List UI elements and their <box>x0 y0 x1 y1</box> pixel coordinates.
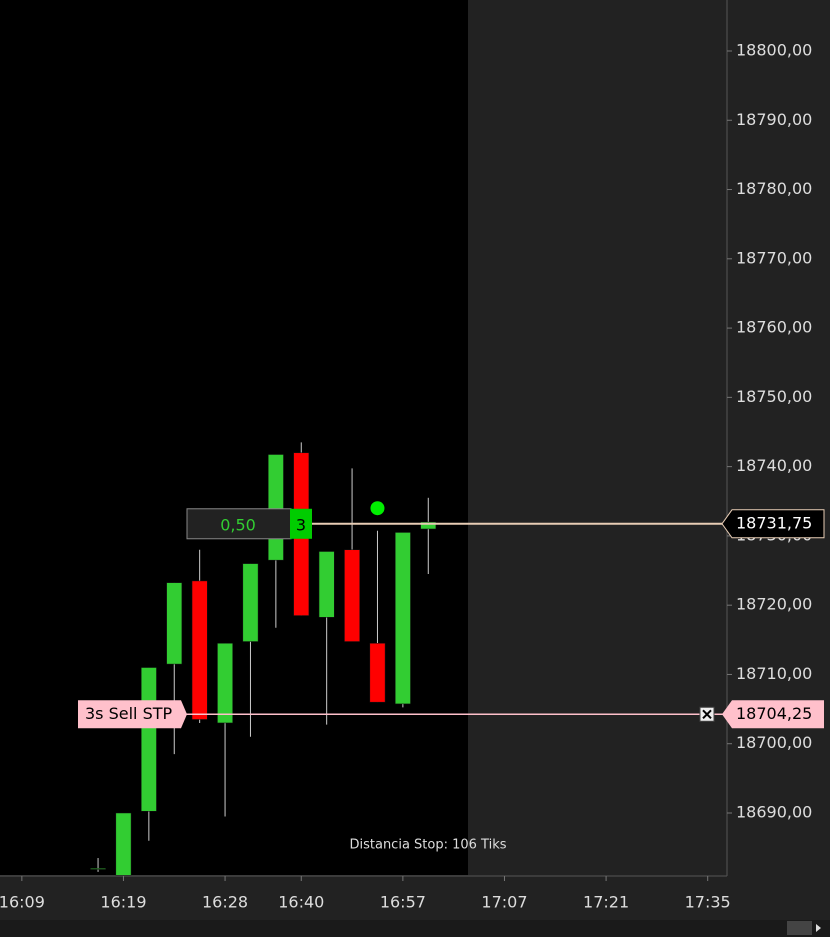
stop-tag <box>722 700 824 729</box>
quantity-label: 3 <box>296 515 306 534</box>
y-tick-label: 18780,00 <box>736 179 812 198</box>
y-tick-label: 18700,00 <box>736 733 812 752</box>
candle-body <box>191 580 208 720</box>
y-tick-label: 18790,00 <box>736 110 812 129</box>
candle-body <box>115 812 132 876</box>
stop-text: 3s Sell STP <box>85 704 173 723</box>
candle-body <box>369 643 386 703</box>
pnl-label: 0,50 <box>220 515 256 534</box>
candle-body <box>140 667 157 812</box>
y-tick-label: 18720,00 <box>736 595 812 614</box>
y-tick-label: 18800,00 <box>736 40 812 59</box>
y-tick-label: 18710,00 <box>736 664 812 683</box>
signal-dot <box>370 501 385 516</box>
pnl-box <box>186 508 292 540</box>
stop-tag-label: 18704,25 <box>736 704 812 723</box>
price-tag <box>721 509 825 539</box>
y-tick-label: 18770,00 <box>736 248 812 267</box>
annotation: Distancia Stop: 106 Tiks <box>349 838 506 853</box>
candle-body <box>395 532 411 705</box>
x-tick-label: 17:07 <box>481 893 527 912</box>
candle-body <box>420 521 437 530</box>
cancel-x <box>702 709 712 719</box>
y-tick-label: 18740,00 <box>736 456 812 475</box>
candle-body <box>90 868 106 870</box>
history-area <box>0 0 468 875</box>
scroll-thumb[interactable] <box>787 921 812 935</box>
candle-body <box>267 454 284 561</box>
x-tick-label: 17:35 <box>685 893 731 912</box>
y-tick-label: 18690,00 <box>736 802 812 821</box>
x-tick-label: 16:40 <box>278 893 324 912</box>
scrollbar[interactable] <box>0 920 830 937</box>
candle-body <box>242 563 259 642</box>
x-tick-label: 16:19 <box>100 893 146 912</box>
stop-tag-left <box>78 700 187 729</box>
x-tick-label: 16:28 <box>202 893 248 912</box>
quantity-box <box>290 508 312 539</box>
y-tick-label: 18750,00 <box>736 387 812 406</box>
price-tag-label: 18731,75 <box>736 513 812 532</box>
scroll-arrow[interactable] <box>816 924 821 932</box>
candle-body <box>318 551 335 618</box>
candle-body <box>344 549 360 642</box>
x-tick-label: 16:09 <box>0 893 45 912</box>
y-tick-label: 18760,00 <box>736 318 812 337</box>
candle-body <box>166 582 183 665</box>
x-tick-label: 16:57 <box>380 893 426 912</box>
x-tick-label: 17:21 <box>583 893 629 912</box>
candle-body <box>217 643 233 724</box>
